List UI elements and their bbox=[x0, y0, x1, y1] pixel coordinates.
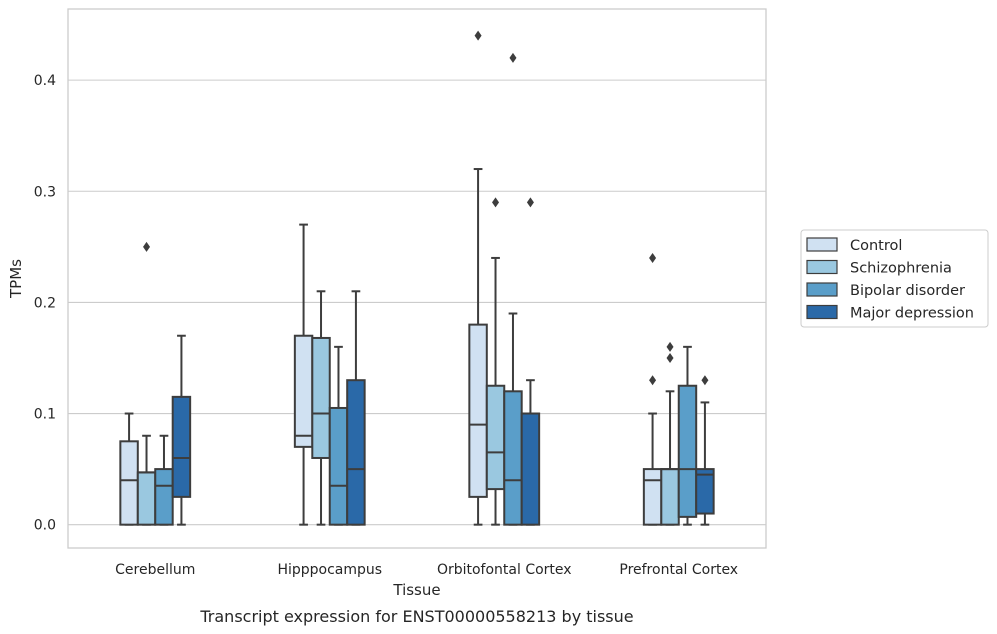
box-control bbox=[119, 412, 139, 526]
outlier-point bbox=[526, 197, 534, 208]
legend: Control Schizophrenia Bipolar disorder Majo… bbox=[800, 229, 989, 328]
box-bipolar-disorder bbox=[677, 345, 698, 526]
box-body bbox=[503, 390, 523, 526]
box-body bbox=[171, 395, 192, 498]
legend-swatch bbox=[806, 259, 838, 275]
legend-frame bbox=[800, 229, 989, 328]
box-schizophrenia bbox=[136, 241, 157, 526]
box-major-depression bbox=[520, 197, 541, 526]
x-tick-label: Hipppocampus bbox=[277, 562, 382, 578]
y-tick-label: 0.0 bbox=[34, 518, 56, 534]
x-tick-label: Orbitofontal Cortex bbox=[437, 562, 572, 578]
box-body bbox=[660, 468, 680, 526]
box-bipolar-disorder bbox=[503, 52, 523, 526]
x-tick-label: Prefrontal Cortex bbox=[619, 562, 738, 578]
outlier-point bbox=[143, 241, 151, 252]
legend-swatch bbox=[806, 237, 838, 252]
box-major-depression bbox=[346, 290, 366, 526]
y-axis-label: TPMs bbox=[7, 259, 25, 299]
box-body bbox=[136, 471, 157, 526]
box-bipolar-disorder bbox=[328, 345, 349, 526]
y-tick-label: 0.3 bbox=[34, 184, 56, 200]
box-control bbox=[642, 252, 663, 526]
y-tick-label: 0.4 bbox=[34, 73, 56, 89]
box-control bbox=[468, 30, 488, 526]
box-control bbox=[293, 223, 314, 526]
outlier-point bbox=[701, 375, 709, 386]
box-schizophrenia bbox=[660, 341, 680, 526]
box-body bbox=[642, 468, 663, 526]
plot-frame bbox=[67, 8, 767, 549]
box-body bbox=[346, 379, 366, 526]
box-groups bbox=[119, 30, 715, 526]
y-tick-label: 0.1 bbox=[34, 407, 56, 423]
legend-label: Bipolar disorder bbox=[850, 283, 965, 299]
outlier-point bbox=[649, 252, 657, 263]
box-schizophrenia bbox=[311, 290, 331, 526]
box-body bbox=[154, 468, 174, 526]
box-body bbox=[328, 406, 349, 526]
box-major-depression bbox=[171, 334, 192, 526]
outlier-point bbox=[666, 352, 674, 363]
box-body bbox=[119, 440, 139, 526]
legend-label: Control bbox=[850, 238, 902, 254]
box-body bbox=[677, 384, 698, 518]
outlier-point bbox=[509, 52, 517, 63]
chart-caption: Transcript expression for ENST0000055821… bbox=[199, 607, 633, 626]
box-major-depression bbox=[695, 375, 715, 526]
outlier-point bbox=[649, 375, 657, 386]
box-schizophrenia bbox=[485, 197, 506, 526]
box-bipolar-disorder bbox=[154, 434, 174, 526]
box-body bbox=[293, 334, 314, 448]
x-tick-labels: Cerebellum Hipppocampus Orbitofontal Corte… bbox=[115, 562, 738, 578]
outlier-point bbox=[666, 341, 674, 352]
legend-swatch bbox=[806, 282, 838, 297]
box-body bbox=[485, 384, 506, 491]
y-tick-labels: 0.0 0.1 0.2 0.3 0.4 bbox=[34, 73, 56, 534]
outlier-point bbox=[474, 30, 482, 41]
legend-label: Major depression bbox=[850, 306, 974, 322]
box-body bbox=[311, 336, 331, 459]
box-body bbox=[468, 323, 488, 498]
box-body bbox=[520, 412, 541, 526]
x-tick-label: Cerebellum bbox=[115, 562, 195, 578]
x-axis-label: Tissue bbox=[392, 581, 440, 599]
legend-swatch bbox=[806, 304, 838, 320]
outlier-point bbox=[492, 197, 500, 208]
box-body bbox=[695, 468, 715, 515]
y-tick-label: 0.2 bbox=[34, 295, 56, 311]
legend-label: Schizophrenia bbox=[850, 261, 952, 277]
